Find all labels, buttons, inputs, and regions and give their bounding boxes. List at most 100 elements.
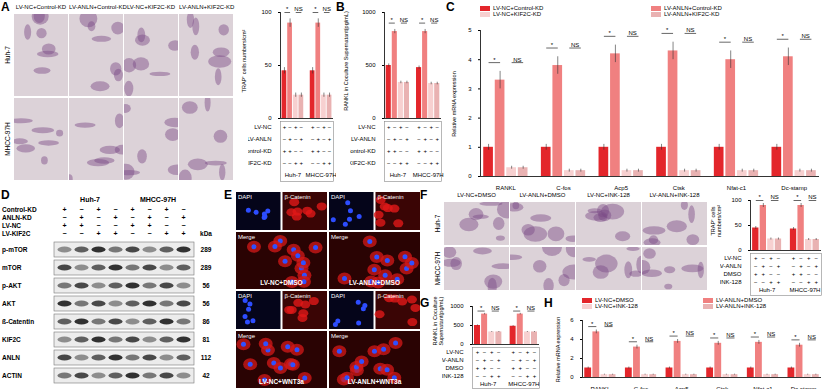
svg-text:−: − [300, 148, 304, 154]
svg-text:*: * [421, 17, 424, 23]
svg-text:4: 4 [468, 57, 472, 63]
svg-text:*: * [713, 332, 716, 338]
svg-text:+: + [311, 124, 315, 130]
svg-text:−: − [511, 357, 515, 363]
svg-text:−: − [417, 136, 421, 142]
svg-text:KIF2C-KD: KIF2C-KD [248, 160, 272, 166]
svg-text:−: − [130, 214, 134, 221]
svg-text:+: + [497, 357, 501, 363]
svg-text:NS: NS [294, 6, 302, 12]
svg-text:−: − [62, 230, 66, 237]
svg-text:DAPI: DAPI [238, 293, 252, 299]
svg-text:+: + [79, 222, 83, 229]
svg-text:NS: NS [686, 330, 694, 336]
svg-text:+: + [317, 148, 321, 154]
svg-text:−: − [113, 222, 117, 229]
svg-text:−: − [518, 349, 522, 355]
svg-text:+: + [300, 160, 304, 166]
svg-text:−: − [405, 148, 409, 154]
svg-text:MHCC-97H: MHCC-97H [508, 381, 539, 387]
svg-text:−: − [288, 124, 292, 130]
svg-text:+: + [62, 206, 66, 213]
svg-text:112: 112 [201, 354, 212, 361]
svg-text:50: 50 [265, 62, 272, 68]
svg-text:1: 1 [468, 144, 472, 150]
svg-text:ACTIN: ACTIN [2, 372, 22, 379]
svg-text:+: + [762, 271, 766, 277]
svg-text:4: 4 [570, 336, 574, 342]
svg-text:−: − [799, 279, 803, 285]
svg-text:NS: NS [571, 42, 579, 48]
svg-text:C-fos: C-fos [556, 185, 570, 191]
svg-text:Dc-stamp: Dc-stamp [781, 185, 807, 191]
svg-text:−: − [435, 148, 439, 154]
svg-text:DAPI: DAPI [331, 194, 345, 200]
svg-text:+: + [490, 349, 494, 355]
svg-text:−: − [311, 160, 315, 166]
svg-text:+: + [113, 230, 117, 237]
svg-text:*: * [781, 33, 784, 39]
svg-text:ANLN: ANLN [2, 354, 20, 361]
svg-text:+: + [164, 230, 168, 237]
svg-text:−: − [322, 136, 326, 142]
svg-text:Merge: Merge [238, 333, 256, 339]
svg-text:+: + [311, 148, 315, 154]
svg-text:β-Catenin: β-Catenin [378, 194, 404, 200]
svg-text:+: + [799, 263, 803, 269]
svg-text:−: − [762, 255, 766, 261]
svg-text:−: − [423, 124, 427, 130]
svg-text:−: − [490, 365, 494, 371]
svg-text:+: + [300, 136, 304, 142]
svg-text:+: + [476, 349, 480, 355]
svg-text:+: + [423, 136, 427, 142]
svg-text:+: + [288, 136, 292, 142]
svg-text:Acp5: Acp5 [614, 185, 628, 191]
svg-text:−: − [429, 136, 433, 142]
svg-text:+: + [294, 160, 298, 166]
svg-text:β-Catenin: β-Catenin [378, 293, 404, 299]
svg-text:−: − [476, 373, 480, 379]
svg-text:+: + [322, 160, 326, 166]
svg-text:−: − [147, 230, 151, 237]
svg-text:NS: NS [686, 27, 694, 33]
svg-text:86: 86 [202, 318, 210, 325]
svg-text:−: − [417, 160, 421, 166]
svg-text:+: + [288, 148, 292, 154]
svg-text:−: − [300, 124, 304, 130]
svg-text:+: + [435, 136, 439, 142]
svg-text:+: + [754, 255, 758, 261]
svg-text:−: − [814, 271, 818, 277]
svg-text:NS: NS [808, 334, 816, 340]
svg-text:C-fos: C-fos [634, 386, 648, 389]
svg-text:0: 0 [468, 173, 472, 179]
svg-text:−: − [317, 124, 321, 130]
svg-text:Acp5: Acp5 [675, 386, 689, 389]
svg-text:*: * [666, 27, 669, 33]
svg-text:NS: NS [430, 17, 438, 23]
svg-text:−: − [435, 124, 439, 130]
svg-text:+: + [417, 124, 421, 130]
svg-text:β-Catenin: β-Catenin [285, 194, 311, 200]
svg-text:Huh-7: Huh-7 [759, 287, 776, 293]
svg-text:6: 6 [570, 317, 574, 323]
svg-text:+: + [96, 230, 100, 237]
svg-text:−: − [399, 148, 403, 154]
svg-text:LV-ANLN+WNT3a: LV-ANLN+WNT3a [348, 378, 402, 385]
svg-text:−: − [288, 160, 292, 166]
svg-text:DMSO: DMSO [446, 365, 464, 371]
svg-text:+: + [511, 365, 515, 371]
svg-text:+: + [283, 148, 287, 154]
svg-text:+: + [328, 160, 332, 166]
svg-text:LV-NC: LV-NC [446, 349, 464, 355]
svg-text:+: + [526, 349, 530, 355]
svg-text:0: 0 [372, 115, 376, 121]
svg-text:LV-ANLN: LV-ANLN [442, 357, 464, 363]
svg-text:−: − [96, 214, 100, 221]
svg-text:DAPI: DAPI [238, 194, 252, 200]
svg-text:+: + [792, 255, 796, 261]
svg-text:NS: NS [323, 6, 331, 12]
svg-text:0: 0 [738, 247, 742, 253]
svg-text:*: * [794, 334, 797, 340]
svg-text:−: − [762, 279, 766, 285]
svg-text:*: * [724, 36, 727, 42]
